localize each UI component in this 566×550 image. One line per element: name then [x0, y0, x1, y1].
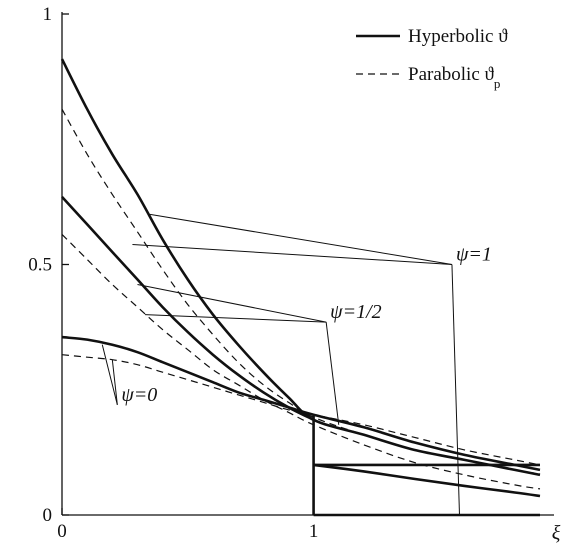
- x-tick-label: 1: [309, 521, 319, 542]
- y-tick-label: 0: [43, 505, 53, 526]
- series-parabolic-psi-line: [61, 233, 541, 490]
- ticks: 0 0.5 1 0 1 ξ: [28, 4, 560, 544]
- annotation-leader: [145, 314, 327, 323]
- legend-label: Parabolic ϑp: [408, 64, 500, 91]
- annotation-leader: [101, 344, 118, 405]
- annotations: ψ=1 ψ=1/2 ψ=0: [101, 213, 492, 516]
- legend-label: Hyperbolic ϑ: [408, 26, 508, 47]
- annotation-leader: [325, 322, 340, 425]
- annotation-leader: [111, 359, 118, 405]
- x-axis-label: ξ: [552, 522, 561, 544]
- annotation-label: ψ=1/2: [330, 301, 381, 323]
- annotation-label: ψ=1: [456, 244, 492, 266]
- annotation-leader: [451, 264, 460, 516]
- x-tick-label: 0: [57, 521, 67, 542]
- y-tick-label: 0.5: [28, 255, 52, 276]
- annotation-leader: [132, 243, 452, 265]
- annotation-label: ψ=0: [121, 384, 157, 406]
- annotation-leader: [149, 213, 453, 265]
- series-parabolic-psi-line: [61, 354, 541, 466]
- series: [60, 58, 541, 517]
- legend: Hyperbolic ϑ Parabolic ϑp: [356, 26, 508, 91]
- series-hyperbolic-psi-line: [313, 463, 541, 498]
- series-hyperbolic-psi-line: [61, 196, 315, 421]
- annotation-leader: [137, 284, 327, 323]
- series-hyperbolic-psi-line: [61, 335, 541, 472]
- series-parabolic-psi-line: [61, 108, 541, 475]
- y-tick-label: 1: [43, 4, 53, 25]
